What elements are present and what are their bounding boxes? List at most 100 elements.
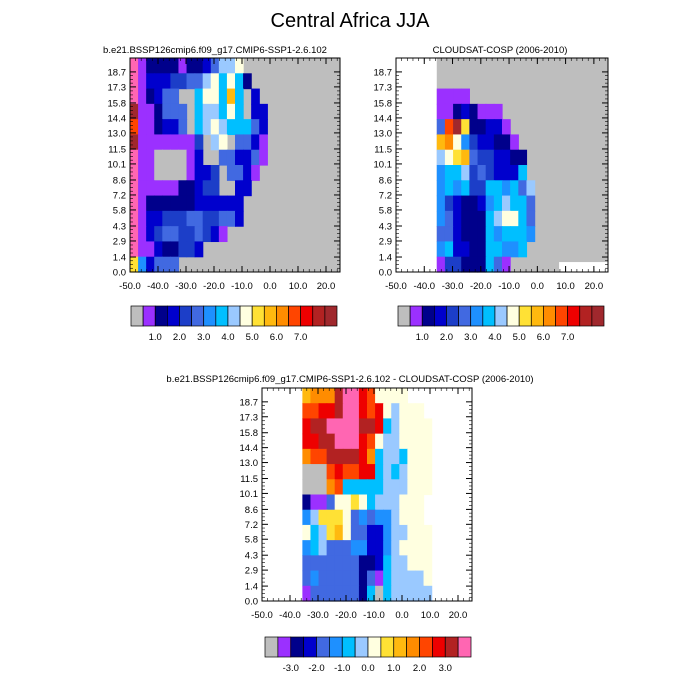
panel1-cell bbox=[218, 134, 228, 151]
panel2-cell bbox=[453, 256, 462, 273]
panel3-cell bbox=[407, 403, 417, 420]
panel1-cell bbox=[178, 103, 188, 120]
y-tick-label: 7.2 bbox=[245, 520, 258, 531]
panel2-cell bbox=[526, 210, 536, 227]
panel1-cell bbox=[186, 134, 196, 151]
panel2-cell bbox=[477, 256, 487, 273]
y-tick-label: 17.3 bbox=[374, 82, 393, 93]
colorbar-swatch bbox=[316, 636, 330, 658]
panel3-cell bbox=[358, 448, 368, 465]
y-tick-label: 5.8 bbox=[245, 535, 258, 546]
panel3-cell bbox=[318, 524, 328, 541]
panel1-cell bbox=[178, 149, 188, 166]
panel1-cell bbox=[178, 165, 188, 181]
y-tick-label: 14.4 bbox=[240, 443, 259, 454]
panel1-cell bbox=[146, 180, 155, 197]
panel1-cell bbox=[154, 103, 163, 120]
panel3-cell bbox=[318, 388, 328, 404]
panel1-cell bbox=[235, 149, 244, 166]
panel3-cell bbox=[375, 464, 384, 480]
panel3-cell bbox=[391, 418, 400, 435]
panel1-cell bbox=[194, 149, 204, 166]
panel2-cell bbox=[477, 119, 487, 136]
panel2-cell bbox=[469, 256, 479, 273]
panel1-cell bbox=[226, 149, 236, 166]
panel3-cell bbox=[423, 570, 433, 587]
panel3-cell bbox=[383, 418, 392, 435]
panel1-cell bbox=[130, 103, 139, 120]
panel3-cell bbox=[334, 433, 344, 450]
panel3-cell bbox=[391, 540, 400, 556]
panel3-cell bbox=[415, 509, 425, 526]
panel3-cell bbox=[310, 509, 320, 526]
panel3-cell bbox=[318, 555, 328, 572]
panel1-cell bbox=[202, 226, 212, 243]
panel1-cell bbox=[178, 226, 188, 243]
panel3-cell bbox=[375, 448, 384, 465]
colorbar-swatch bbox=[367, 636, 382, 658]
panel1-cell bbox=[194, 88, 204, 105]
panel2-cell bbox=[477, 241, 487, 258]
panel3-cell bbox=[342, 494, 352, 511]
colorbar-swatch bbox=[312, 305, 326, 327]
panel1-cell bbox=[162, 195, 171, 212]
x-tick-label: -30.0 bbox=[442, 281, 464, 292]
panel2-cell bbox=[526, 195, 536, 212]
panel1-cell bbox=[210, 165, 220, 181]
panel2-cell bbox=[469, 210, 479, 227]
panel2-cell bbox=[510, 149, 519, 166]
panel3-cell bbox=[302, 570, 312, 587]
panel1-cell bbox=[162, 226, 171, 243]
panel2-cell bbox=[453, 210, 462, 227]
panel2-cell bbox=[444, 226, 454, 243]
y-tick-label: 4.3 bbox=[245, 551, 258, 562]
x-tick-label: 10.0 bbox=[556, 281, 575, 292]
panel3-cell bbox=[399, 540, 408, 556]
panel3-cell bbox=[407, 570, 417, 587]
panel1-cell bbox=[210, 119, 220, 136]
panel3-cell bbox=[367, 509, 376, 526]
panel1-cell bbox=[178, 134, 188, 151]
panel1-cell bbox=[154, 241, 163, 258]
panel2-cell bbox=[461, 165, 470, 181]
panel3-cell bbox=[407, 524, 417, 541]
panel1-cell bbox=[130, 149, 139, 166]
y-tick-label: 0.0 bbox=[245, 597, 258, 608]
panel1-cell bbox=[138, 134, 147, 151]
colorbar-swatch bbox=[530, 305, 544, 327]
panel1-cell bbox=[146, 165, 155, 181]
panel1-cell bbox=[251, 119, 260, 136]
panel1-cell bbox=[186, 241, 196, 258]
colorbar-swatch bbox=[397, 305, 411, 327]
panel1-cell bbox=[146, 119, 155, 136]
panel1-cell bbox=[202, 119, 212, 136]
panel1-cell bbox=[186, 226, 196, 243]
panel2-cell bbox=[461, 180, 470, 197]
panel1-cell bbox=[178, 58, 188, 74]
panel2-cell bbox=[502, 241, 511, 258]
panel1-cell bbox=[251, 88, 260, 105]
y-tick-label: 8.6 bbox=[379, 175, 392, 186]
panel1-cell bbox=[138, 180, 147, 197]
y-tick-label: 0.0 bbox=[113, 268, 126, 279]
y-tick-label: 8.6 bbox=[113, 175, 126, 186]
panel1-cell bbox=[130, 226, 139, 243]
panel1-cell bbox=[235, 103, 244, 120]
panel1-cell bbox=[218, 103, 228, 120]
panel3-cell bbox=[391, 494, 400, 511]
panel1-cell bbox=[202, 73, 212, 90]
panel3-cell bbox=[358, 418, 368, 435]
panel3-cell bbox=[383, 555, 392, 572]
panel1-cell bbox=[146, 103, 155, 120]
panel2-cell bbox=[453, 103, 462, 120]
panel1-cell bbox=[146, 210, 155, 227]
panel2-cell bbox=[469, 226, 479, 243]
panel2-cell bbox=[485, 226, 495, 243]
panel1-cell bbox=[235, 58, 244, 74]
panel3-cell bbox=[383, 509, 392, 526]
panel3-cell bbox=[350, 524, 360, 541]
panel2-cell bbox=[510, 241, 519, 258]
y-tick-label: 13.0 bbox=[240, 458, 259, 469]
panel3-cell bbox=[415, 418, 425, 435]
panel3-cell bbox=[399, 433, 408, 450]
